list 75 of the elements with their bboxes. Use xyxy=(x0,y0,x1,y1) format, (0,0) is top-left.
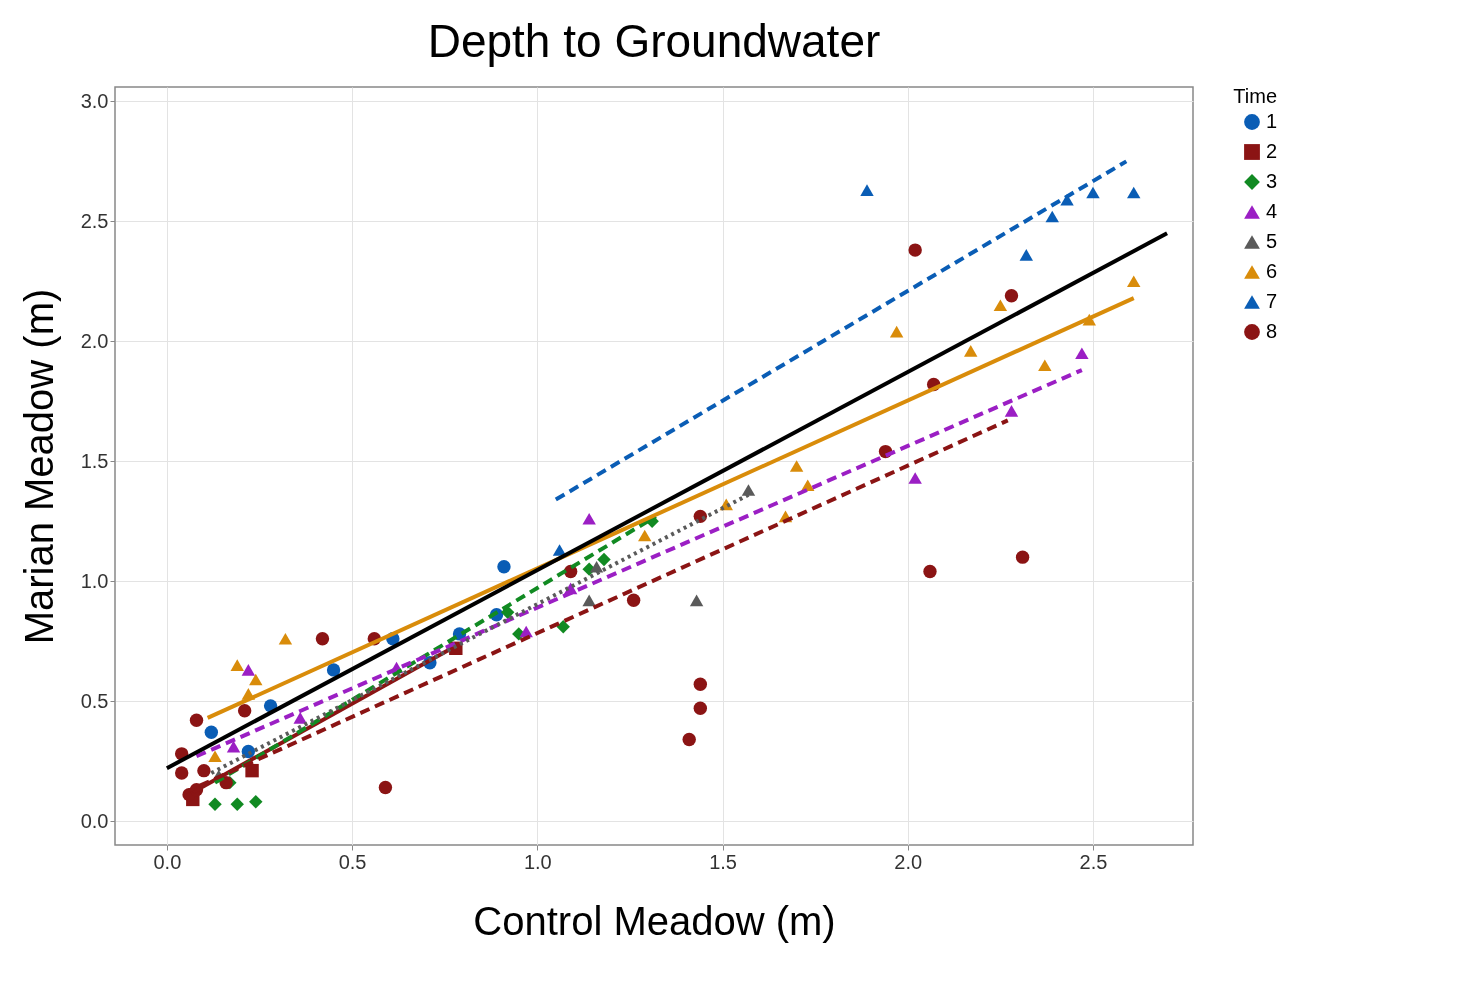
legend-label: 7 xyxy=(1266,290,1278,312)
point xyxy=(889,325,904,338)
point xyxy=(1019,249,1034,261)
point xyxy=(993,299,1008,312)
point xyxy=(1004,405,1019,417)
point xyxy=(923,564,937,579)
point xyxy=(693,701,708,715)
x-tick-label: 0.0 xyxy=(153,850,182,873)
point xyxy=(326,663,341,677)
legend-label: 4 xyxy=(1266,200,1278,222)
point xyxy=(582,594,596,607)
x-tick-label: 0.5 xyxy=(338,850,367,873)
point xyxy=(1038,359,1052,372)
point xyxy=(1015,550,1030,564)
point xyxy=(741,484,756,496)
point xyxy=(908,472,922,484)
point xyxy=(293,712,307,724)
point xyxy=(241,664,256,676)
point xyxy=(682,732,696,747)
point xyxy=(908,243,922,257)
y-tick-label: 0.0 xyxy=(80,809,109,832)
point xyxy=(204,725,219,739)
legend-label: 2 xyxy=(1266,140,1278,162)
legend-label: 6 xyxy=(1266,260,1278,282)
legend-label: 3 xyxy=(1266,170,1278,192)
point xyxy=(1045,210,1059,223)
point xyxy=(245,763,259,778)
x-tick-label: 1.0 xyxy=(523,850,552,873)
point xyxy=(230,659,244,671)
y-axis-title: Marian Meadow (m) xyxy=(16,288,61,645)
point xyxy=(589,560,604,573)
legend-label: 8 xyxy=(1266,320,1278,342)
y-tick-label: 2.5 xyxy=(80,209,109,232)
point xyxy=(582,512,596,525)
point xyxy=(597,552,611,567)
point xyxy=(278,632,293,645)
point xyxy=(230,797,244,811)
point xyxy=(626,593,641,608)
point xyxy=(860,184,874,196)
point xyxy=(249,795,263,809)
point xyxy=(1127,275,1141,288)
point xyxy=(189,713,204,727)
chart-title: Depth to Groundwater xyxy=(427,15,881,67)
y-tick-label: 1.5 xyxy=(80,449,109,472)
legend-title: Time xyxy=(1233,85,1277,107)
point xyxy=(208,750,222,763)
point xyxy=(1075,347,1089,360)
point xyxy=(1086,186,1100,199)
y-tick-label: 3.0 xyxy=(80,89,109,112)
point xyxy=(497,560,511,574)
x-axis-title: Control Meadow (m) xyxy=(473,898,836,943)
y-tick-label: 2.0 xyxy=(80,329,109,352)
y-tick-label: 1.0 xyxy=(80,569,109,592)
point xyxy=(237,703,252,718)
point xyxy=(315,632,330,646)
legend-label: 1 xyxy=(1266,110,1278,132)
x-tick-label: 2.0 xyxy=(894,850,923,873)
legend-label: 5 xyxy=(1266,230,1278,252)
point xyxy=(249,673,263,686)
point xyxy=(1127,186,1141,199)
point xyxy=(693,677,708,691)
point xyxy=(689,594,704,607)
x-tick-label: 1.5 xyxy=(709,850,737,873)
point xyxy=(556,620,570,634)
point xyxy=(197,763,211,778)
point xyxy=(1004,289,1019,303)
point xyxy=(378,780,393,795)
point xyxy=(208,797,222,811)
point xyxy=(964,345,978,357)
point xyxy=(226,740,241,753)
x-tick-label: 2.5 xyxy=(1079,850,1108,873)
point xyxy=(789,460,804,472)
point xyxy=(174,766,189,780)
point xyxy=(638,529,652,542)
y-tick-label: 0.5 xyxy=(80,689,109,712)
